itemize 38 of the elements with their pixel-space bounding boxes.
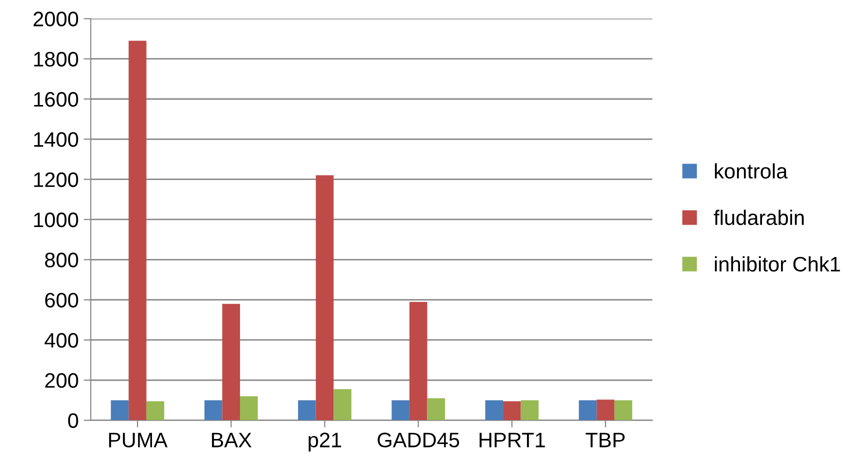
bar xyxy=(146,401,164,420)
y-tick-label: 1000 xyxy=(34,212,78,228)
bar xyxy=(334,389,352,420)
bar xyxy=(204,400,222,420)
bar xyxy=(222,304,240,420)
bar xyxy=(110,400,129,420)
y-tick-label: 800 xyxy=(45,252,78,268)
bar xyxy=(427,398,445,420)
x-tick-label: HPRT1 xyxy=(480,432,545,448)
bar xyxy=(128,40,146,420)
bar xyxy=(392,400,410,420)
bar xyxy=(596,400,614,420)
bar xyxy=(485,400,504,420)
legend-label: fludarabin xyxy=(714,210,804,226)
y-tick-label: 1800 xyxy=(34,52,78,67)
x-tick-label: TBP xyxy=(586,432,625,448)
legend-label: inhibitor Chk1 xyxy=(714,256,840,272)
bar xyxy=(240,396,258,420)
y-tick-label: 0 xyxy=(68,413,78,428)
y-tick-label: 400 xyxy=(44,332,78,348)
x-tick-label: PUMA xyxy=(109,432,168,448)
y-tick-label: 2000 xyxy=(34,12,78,26)
bar xyxy=(298,400,316,420)
x-tick-label: GADD45 xyxy=(378,432,460,448)
y-tick-label: 200 xyxy=(45,373,78,388)
y-tick-label: 1600 xyxy=(34,92,78,107)
y-tick-label: 600 xyxy=(45,292,78,308)
bar xyxy=(316,175,334,420)
bar xyxy=(503,401,521,420)
x-tick-label: BAX xyxy=(212,432,252,448)
legend-label: kontrola xyxy=(714,163,788,179)
bar xyxy=(409,302,428,420)
bar xyxy=(614,400,632,420)
x-tick-label: p21 xyxy=(308,432,342,452)
y-tick-label: 1200 xyxy=(34,172,78,188)
bar xyxy=(520,400,539,420)
y-tick-label: 1400 xyxy=(34,132,78,147)
bar xyxy=(578,400,597,420)
